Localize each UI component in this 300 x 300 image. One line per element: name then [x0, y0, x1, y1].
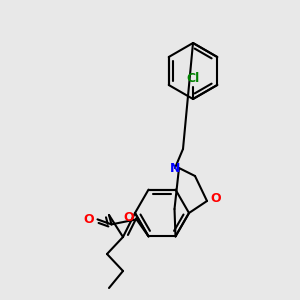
Text: N: N: [170, 161, 180, 175]
Text: O: O: [123, 211, 134, 224]
Text: O: O: [84, 213, 94, 226]
Text: Cl: Cl: [186, 72, 200, 85]
Text: O: O: [210, 191, 220, 205]
